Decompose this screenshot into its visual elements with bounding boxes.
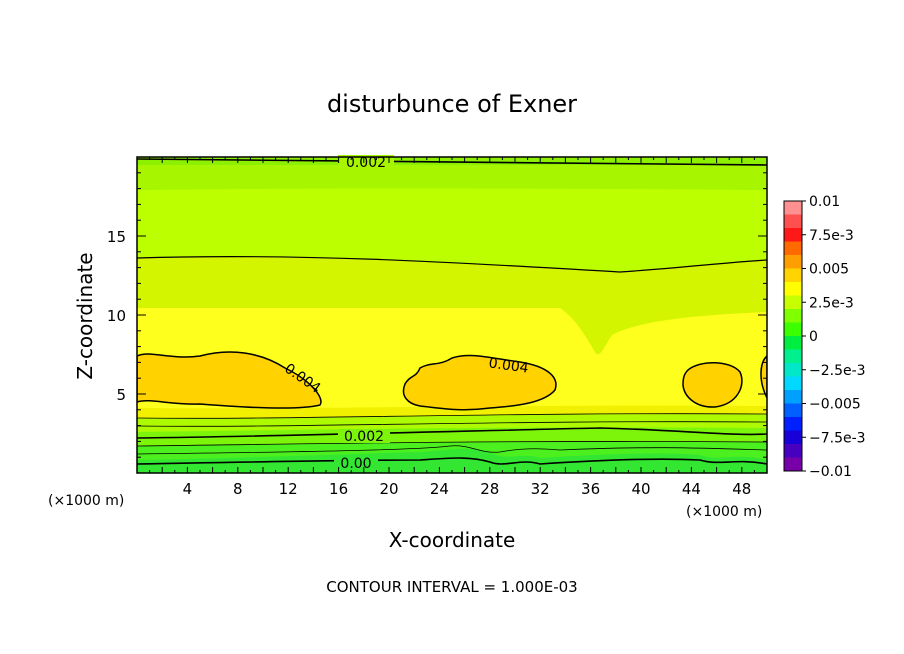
- x-tick-label: 16: [329, 480, 348, 498]
- x-tick-labels: 4 8 12 16 20 24 28 32 36 40 44 48: [183, 480, 752, 498]
- y-tick-label: 5: [116, 386, 126, 404]
- x-tick-label: 8: [233, 480, 243, 498]
- colorbar-label: 0.01: [809, 194, 840, 210]
- x-tick-label: 12: [279, 480, 298, 498]
- colorbar-swatch: [784, 282, 802, 296]
- chart-title: disturbunce of Exner: [327, 90, 577, 118]
- colorbar-labels: 0.01 7.5e-3 0.005 2.5e-3 0 −2.5e-3 −0.005 −7.5e…: [802, 194, 866, 480]
- colorbar-swatch: [784, 417, 802, 431]
- x-tick-label: 4: [183, 480, 193, 498]
- colorbar-label: 0.005: [809, 262, 849, 278]
- y-tick-labels: 5 10 15: [107, 228, 126, 404]
- x-tick-label: 24: [430, 480, 449, 498]
- colorbar-swatch: [784, 376, 802, 391]
- contour-0.002-top: [137, 158, 767, 166]
- y-axis-label: Z-coordinate: [73, 252, 97, 379]
- colorbar: [783, 200, 803, 472]
- x-tick-label: 28: [480, 480, 499, 498]
- x-unit-right: (×1000 m): [686, 504, 762, 520]
- contour-0.000: [137, 457, 767, 465]
- colorbar-label: 0: [809, 329, 818, 345]
- colorbar-swatch: [784, 228, 802, 242]
- colorbar-swatch: [784, 336, 802, 350]
- colorbar-swatch: [784, 295, 802, 310]
- colorbar-label: −7.5e-3: [809, 430, 866, 446]
- x-tick-label: 44: [682, 480, 701, 498]
- band-0: [137, 448, 767, 473]
- contour-0.002-low: [137, 427, 767, 439]
- colorbar-label: −2.5e-3: [809, 363, 866, 379]
- contour-label: 0.004: [488, 355, 530, 376]
- contour-label: 0.002: [344, 429, 384, 445]
- contour-0.003: [137, 255, 767, 273]
- x-tick-label: 40: [631, 480, 650, 498]
- x-tick-label: 20: [379, 480, 398, 498]
- colorbar-swatch: [784, 322, 802, 337]
- colorbar-swatch: [784, 349, 802, 364]
- contour-field: [137, 157, 767, 473]
- max-region-mid: [402, 354, 557, 411]
- colorbar-swatch: [784, 214, 802, 229]
- colorbar-swatch: [784, 403, 802, 418]
- contour-low-2: [137, 421, 767, 427]
- colorbar-swatch: [784, 444, 802, 458]
- colorbar-label: −0.005: [809, 397, 861, 413]
- colorbar-label: 7.5e-3: [809, 228, 854, 244]
- x-tick-label: 32: [531, 480, 550, 498]
- colorbar-swatch: [784, 430, 802, 445]
- contour-low-1: [137, 413, 767, 419]
- colorbar-swatch: [784, 241, 802, 256]
- axis-ticks: [137, 157, 767, 473]
- colorbar-swatch: [784, 255, 802, 269]
- colorbar-swatch: [784, 390, 802, 404]
- contour-low-3: [137, 441, 767, 447]
- y-tick-label: 15: [107, 228, 126, 246]
- colorbar-swatch: [784, 457, 802, 472]
- x-axis-label: X-coordinate: [389, 528, 516, 552]
- x-tick-label: 36: [581, 480, 600, 498]
- contour-low-4: [137, 445, 767, 455]
- x-tick-label: 48: [732, 480, 751, 498]
- contour-interval-note: CONTOUR INTERVAL = 1.000E-03: [326, 578, 577, 596]
- max-region-left: [137, 351, 322, 409]
- y-tick-label: 10: [107, 307, 126, 325]
- contour-label: 0.00: [340, 456, 371, 472]
- colorbar-swatch: [784, 201, 802, 215]
- colorbar-swatch: [784, 363, 802, 377]
- x-unit-left: (×1000 m): [48, 493, 124, 509]
- colorbar-label: −0.01: [809, 464, 852, 480]
- colorbar-swatch: [784, 268, 802, 283]
- colorbar-label: 2.5e-3: [809, 295, 854, 311]
- colorbar-swatch: [784, 309, 802, 323]
- max-region-right: [682, 362, 743, 408]
